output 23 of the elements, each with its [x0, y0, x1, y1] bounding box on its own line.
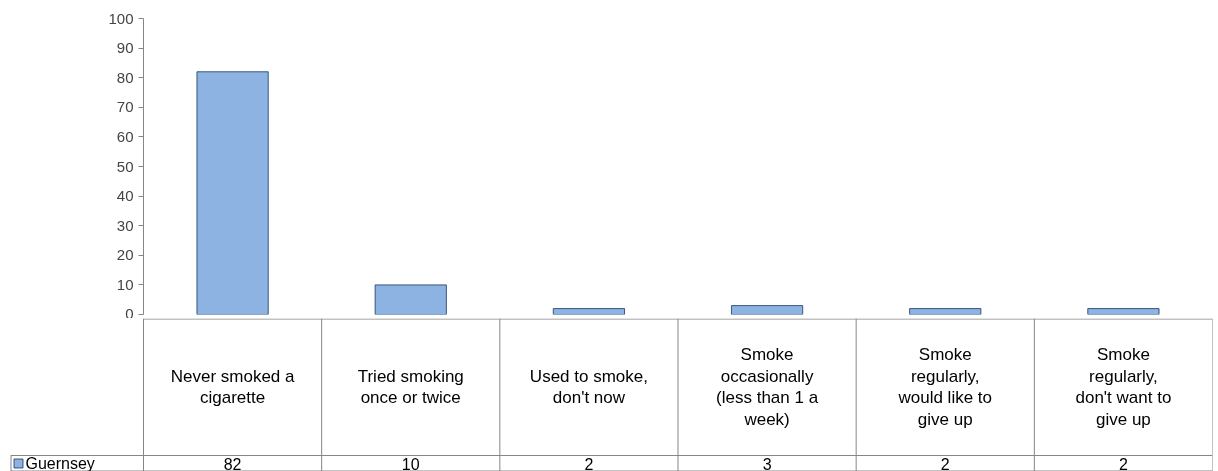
data-label: 3 [762, 455, 772, 471]
data-label: 82 [223, 455, 242, 471]
y-tick-label: 30 [116, 216, 134, 234]
x-tick-label: Used to smoke, don't now [529, 366, 648, 408]
y-tick-label: 50 [116, 157, 134, 175]
x-tick-label: Smoke regularly, would like to give up [897, 344, 993, 430]
x-tick-label: Tried smoking once or twice [357, 366, 464, 408]
y-tick-label: 10 [116, 275, 134, 293]
y-tick-label: 80 [116, 68, 134, 86]
y-tick-label: 100 [108, 9, 134, 27]
data-label: 2 [584, 455, 594, 471]
x-tick-label: Smoke occasionally (less than 1 a week) [716, 344, 819, 430]
data-label: 2 [940, 455, 950, 471]
data-label: 10 [401, 455, 420, 471]
y-tick-label: 90 [116, 39, 134, 57]
y-tick-label: 20 [116, 246, 134, 264]
data-label: 2 [1118, 455, 1128, 471]
y-tick-label: 70 [116, 98, 134, 116]
y-tick-label: 60 [116, 127, 134, 145]
y-tick-label: 0 [125, 304, 134, 322]
x-tick-label: Smoke regularly, don't want to give up [1075, 344, 1172, 430]
y-tick-label: 40 [116, 187, 134, 205]
x-tick-label: Never smoked a cigarette [170, 366, 296, 408]
